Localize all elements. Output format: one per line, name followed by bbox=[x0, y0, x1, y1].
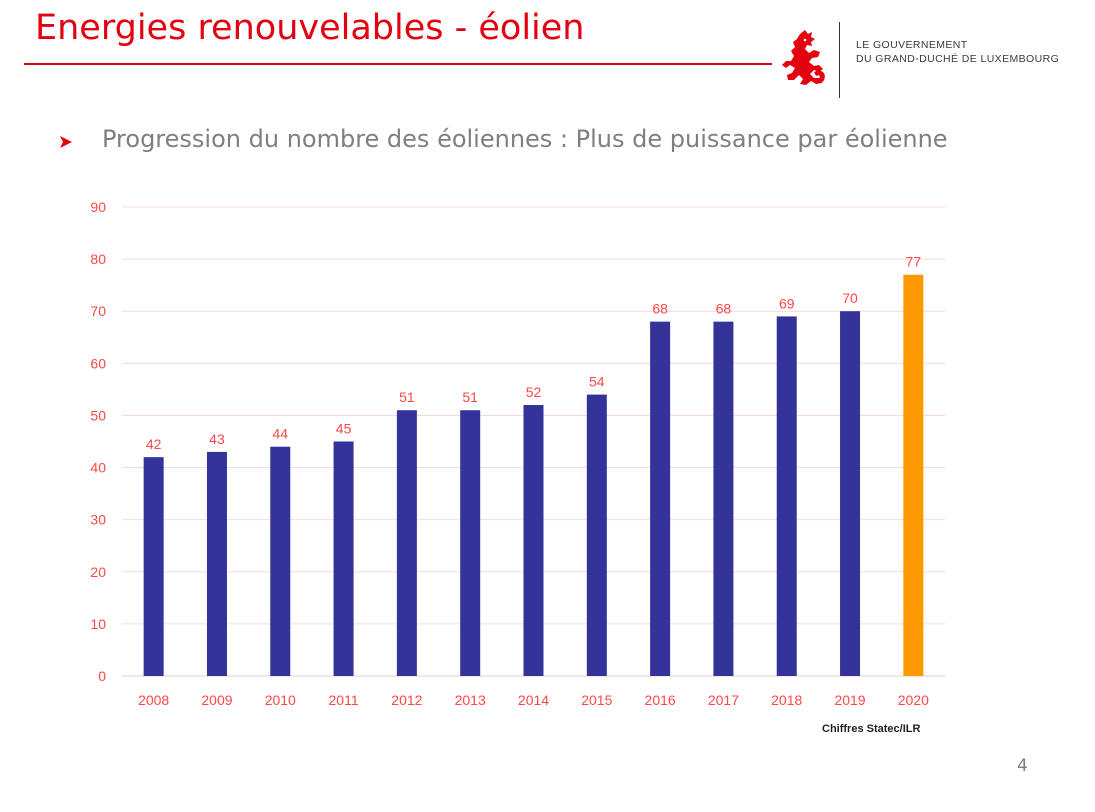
y-tick-label: 90 bbox=[90, 199, 106, 215]
lion-emblem-icon bbox=[782, 30, 825, 85]
government-line-2: DU GRAND-DUCHÉ DE LUXEMBOURG bbox=[856, 53, 1060, 65]
government-wordmark: LE GOUVERNEMENT DU GRAND-DUCHÉ DE LUXEMB… bbox=[856, 38, 1059, 66]
y-tick-label: 20 bbox=[90, 564, 106, 580]
y-tick-label: 70 bbox=[90, 303, 106, 319]
x-tick-label: 2015 bbox=[581, 692, 612, 708]
slide-title: Energies renouvelables - éolien bbox=[35, 8, 585, 48]
x-tick-label: 2016 bbox=[645, 692, 676, 708]
bar bbox=[396, 410, 417, 676]
data-label: 77 bbox=[906, 254, 922, 270]
data-label: 69 bbox=[779, 295, 795, 311]
x-tick-label: 2018 bbox=[771, 692, 802, 708]
government-line-1: LE GOUVERNEMENT bbox=[856, 39, 968, 51]
y-tick-label: 40 bbox=[90, 460, 106, 476]
data-label: 42 bbox=[146, 436, 162, 452]
y-tick-label: 50 bbox=[90, 407, 106, 423]
y-tick-label: 0 bbox=[98, 668, 106, 684]
x-tick-label: 2010 bbox=[265, 692, 296, 708]
bar bbox=[460, 410, 481, 676]
data-label: 68 bbox=[652, 301, 668, 317]
data-label: 51 bbox=[462, 389, 478, 405]
x-tick-label: 2019 bbox=[834, 692, 865, 708]
data-label: 54 bbox=[589, 374, 605, 390]
x-tick-label: 2008 bbox=[138, 692, 169, 708]
logo-divider bbox=[839, 22, 840, 98]
title-underline bbox=[24, 63, 772, 65]
x-tick-label: 2020 bbox=[898, 692, 929, 708]
data-label: 43 bbox=[209, 431, 225, 447]
bar bbox=[713, 321, 734, 676]
y-tick-label: 10 bbox=[90, 616, 106, 632]
bar bbox=[270, 446, 291, 676]
x-tick-label: 2011 bbox=[329, 692, 359, 708]
bar bbox=[586, 394, 607, 676]
arrow-bullet-icon bbox=[60, 136, 72, 148]
data-label: 68 bbox=[716, 301, 732, 317]
x-tick-label: 2017 bbox=[708, 692, 739, 708]
bar bbox=[650, 321, 671, 676]
bar bbox=[840, 311, 861, 676]
y-tick-label: 30 bbox=[90, 512, 106, 528]
bar bbox=[523, 405, 544, 676]
data-label: 52 bbox=[526, 384, 542, 400]
x-tick-label: 2009 bbox=[201, 692, 232, 708]
x-tick-label: 2012 bbox=[391, 692, 422, 708]
bar bbox=[143, 457, 164, 676]
x-tick-label: 2014 bbox=[518, 692, 549, 708]
chart-source-note: Chiffres Statec/ILR bbox=[822, 723, 921, 735]
data-label: 45 bbox=[336, 421, 352, 437]
page-number: 4 bbox=[1017, 756, 1028, 776]
data-label: 44 bbox=[272, 426, 288, 442]
bar bbox=[206, 451, 227, 676]
y-tick-label: 80 bbox=[90, 251, 106, 267]
data-label: 70 bbox=[842, 290, 858, 306]
bar bbox=[333, 441, 354, 676]
bar bbox=[776, 316, 797, 676]
bar bbox=[903, 274, 924, 676]
x-tick-label: 2013 bbox=[455, 692, 486, 708]
slide-subtitle: Progression du nombre des éoliennes : Pl… bbox=[102, 125, 948, 153]
data-label: 51 bbox=[399, 389, 415, 405]
y-tick-label: 60 bbox=[90, 355, 106, 371]
